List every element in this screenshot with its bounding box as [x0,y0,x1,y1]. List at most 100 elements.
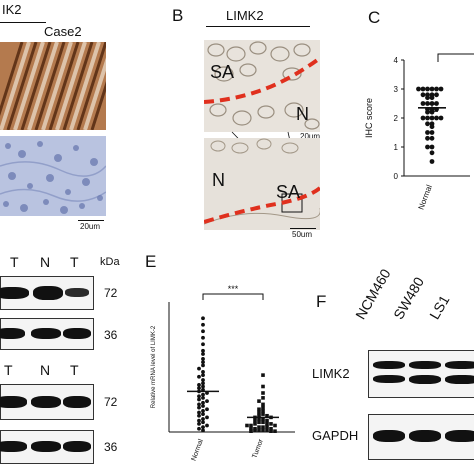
y-tick-label: 2 [394,114,399,123]
data-point [429,135,435,141]
data-point [434,101,439,106]
blot-band [33,286,63,300]
blot-band [63,396,91,408]
panel-a-header-limk2: IK2 [2,2,22,17]
lane-label-top-1: T [10,254,19,270]
he-bottom-n-label: N [212,170,225,190]
y-tick-label: 3 [394,85,399,94]
data-point [257,417,261,421]
data-point [201,329,205,334]
data-point [438,115,444,121]
data-point [261,396,265,400]
data-point [201,356,205,361]
data-point [201,428,205,433]
data-point [429,144,435,150]
data-point [197,397,201,402]
mw-marker-72-top: 72 [104,286,118,300]
panel-a-header-rule [0,22,46,23]
panel-b-letter: B [172,6,184,25]
significance-label: *** [228,284,239,294]
data-point [201,360,205,365]
data-point [197,402,201,407]
blot-d-top-72 [0,276,94,310]
data-point [257,413,261,418]
blot-band [31,441,61,452]
data-point [425,121,430,127]
he-image-top: SA N [204,40,320,132]
data-point [420,86,426,92]
data-point [269,426,273,431]
he-top-n-label: N [296,104,309,124]
data-point [261,409,265,413]
data-point [425,115,430,121]
data-point [253,428,257,433]
ihc-image-case2-bottom [0,136,106,216]
y-tick-label: 4 [394,56,399,65]
panel-e: E Relative mRNA level of LIMK-2 *** Normal… [145,248,305,474]
data-point [201,420,205,425]
data-point [261,402,265,407]
data-point [420,101,426,106]
data-point [265,418,269,423]
panel-f-letter: F [316,292,327,311]
data-point [429,124,435,130]
he-bottom-scale-label: 50um [292,230,313,239]
data-point [429,95,435,101]
blot-band [31,328,61,339]
data-point [425,130,430,135]
blot-band [31,396,61,408]
panel-b-scalebar [290,228,316,229]
blot-band [0,287,29,299]
data-point [201,384,205,389]
data-point [249,423,253,428]
mw-marker-72-bottom: 72 [104,395,118,409]
data-point [269,422,273,426]
data-point [197,413,201,418]
lane-label-bottom-3: T [70,362,79,378]
lane-label-bottom-2: N [40,362,51,378]
blot-d-bottom-36 [0,430,94,464]
data-point [245,423,249,428]
data-point [257,399,261,403]
data-point [201,322,205,327]
blot-band [0,328,25,339]
data-point [205,415,209,420]
data-point [425,144,430,150]
x-category-label: Normal [191,438,205,462]
data-point [201,342,205,347]
blot-band [0,396,27,408]
data-point [257,420,261,425]
panel-a-scalebar-label: 20um [80,222,101,231]
ihc-image-case2-top [0,42,106,130]
data-point [429,86,435,92]
data-point [201,404,205,408]
panel-c-letter: C [368,8,381,27]
data-point [201,417,205,421]
data-point [205,407,209,412]
panel-a: IK2 Case2 [0,0,112,231]
data-point [269,429,273,433]
significance-bracket [202,293,264,300]
blot-band [373,375,405,383]
data-point [201,425,205,430]
data-point [197,418,201,423]
lane-label-top-3: T [70,254,79,270]
data-point [249,426,253,431]
mrna-level-chart: Relative mRNA level of LIMK-2 *** Normal Tu… [151,284,295,462]
blot-band [373,430,405,442]
data-point [201,352,205,356]
data-point [253,418,257,423]
blot-d-bottom-72 [0,384,94,420]
data-point [257,425,261,429]
data-point [265,422,269,426]
x-category-label: Normal [417,183,434,211]
data-point [438,86,444,92]
blot-band [409,430,441,442]
data-point [425,95,430,101]
blot-band [373,361,405,369]
data-point [201,373,205,378]
blot-d-top-36 [0,318,94,350]
panel-f: F NCM460 SW480 LS1 LIMK2 GAPDH [312,248,474,474]
data-point [261,405,265,410]
panel-b-title: LIMK2 [226,8,264,23]
